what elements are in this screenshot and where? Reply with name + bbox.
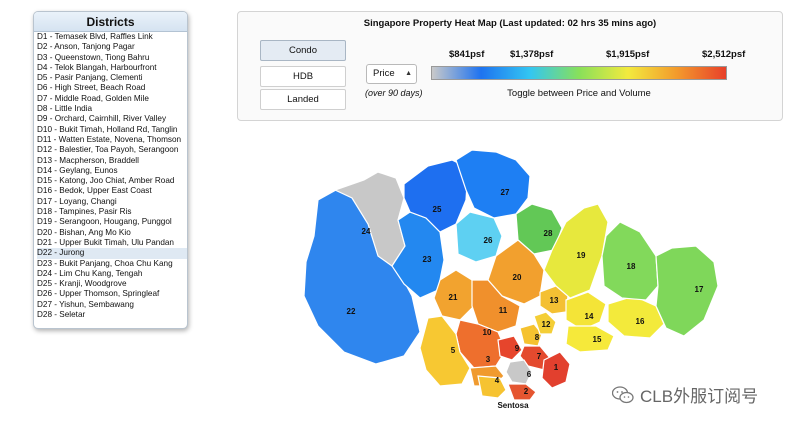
district-list-item[interactable]: D5 - Pasir Panjang, Clementi <box>37 73 143 83</box>
label-12: 12 <box>542 320 551 329</box>
district-21[interactable] <box>433 269 475 321</box>
label-7: 7 <box>537 352 542 361</box>
district-list-item[interactable]: D13 - Macpherson, Braddell <box>37 155 139 165</box>
label-13: 13 <box>550 296 559 305</box>
label-2: 2 <box>524 387 529 396</box>
label-15: 15 <box>593 335 602 344</box>
district-8[interactable] <box>519 323 543 347</box>
heatmap-control-panel: Singapore Property Heat Map (Last update… <box>237 11 783 121</box>
district-list-item[interactable]: D14 - Geylang, Eunos <box>37 165 118 175</box>
label-27: 27 <box>501 188 510 197</box>
label-26: 26 <box>484 236 493 245</box>
watermark-text: CLB外服订阅号 <box>640 387 759 406</box>
district-list-item[interactable]: D19 - Serangoon, Hougang, Punggol <box>37 217 172 227</box>
label-28: 28 <box>544 229 553 238</box>
district-4[interactable] <box>477 375 507 399</box>
district-list-item[interactable]: D10 - Bukit Timah, Holland Rd, Tanglin <box>37 124 178 134</box>
label-24: 24 <box>362 227 371 236</box>
label-10: 10 <box>483 328 492 337</box>
period-label: (over 90 days) <box>365 88 423 98</box>
district-list-item[interactable]: D17 - Loyang, Changi <box>37 196 117 206</box>
district-1[interactable] <box>541 351 571 389</box>
district-list-item[interactable]: D3 - Queenstown, Tiong Bahru <box>37 52 150 62</box>
district-2[interactable] <box>507 383 537 401</box>
panel-title: Singapore Property Heat Map (Last update… <box>363 18 657 29</box>
watermark: CLB外服订阅号 <box>612 382 758 407</box>
metric-select-value: Price <box>373 68 395 79</box>
map-labels: 22 24 23 25 27 26 28 21 20 11 10 5 3 4 9… <box>347 188 704 410</box>
label-25: 25 <box>433 205 442 214</box>
label-17: 17 <box>695 285 704 294</box>
sentosa-label: Sentosa <box>497 401 529 410</box>
districts-panel: Districts D1 - Temasek Blvd, Raffles Lin… <box>33 11 188 329</box>
district-list-item[interactable]: D28 - Seletar <box>37 310 86 320</box>
scale-tick-3: $1,915psf <box>606 49 650 60</box>
toggle-note: Toggle between Price and Volume <box>507 88 651 99</box>
label-4: 4 <box>495 376 500 385</box>
district-list-item[interactable]: D1 - Temasek Blvd, Raffles Link <box>37 32 153 41</box>
label-22: 22 <box>347 307 356 316</box>
label-23: 23 <box>423 255 432 264</box>
label-1: 1 <box>554 363 559 372</box>
district-list: D1 - Temasek Blvd, Raffles Link D2 - Anso… <box>34 32 187 320</box>
district-list-item[interactable]: D24 - Lim Chu Kang, Tengah <box>37 268 143 278</box>
district-list-item[interactable]: D20 - Bishan, Ang Mo Kio <box>37 227 131 237</box>
district-5[interactable] <box>419 315 471 387</box>
label-9: 9 <box>515 344 520 353</box>
district-14[interactable] <box>565 291 607 331</box>
label-5: 5 <box>451 346 456 355</box>
color-scale-bar <box>431 66 727 80</box>
landed-button[interactable]: Landed <box>260 89 346 110</box>
metric-select[interactable]: Price ▲ <box>366 64 417 84</box>
district-list-item[interactable]: D16 - Bedok, Upper East Coast <box>37 186 152 196</box>
district-list-item[interactable]: D8 - Little India <box>37 104 93 114</box>
district-list-item[interactable]: D23 - Bukit Panjang, Choa Chu Kang <box>37 258 173 268</box>
label-18: 18 <box>627 262 636 271</box>
district-list-item[interactable]: D27 - Yishun, Sembawang <box>37 299 134 309</box>
condo-button[interactable]: Condo <box>260 40 346 61</box>
district-list-item[interactable]: D15 - Katong, Joo Chiat, Amber Road <box>37 176 175 186</box>
label-8: 8 <box>535 333 540 342</box>
label-14: 14 <box>585 312 594 321</box>
label-16: 16 <box>636 317 645 326</box>
district-list-item[interactable]: D21 - Upper Bukit Timah, Ulu Pandan <box>37 237 174 247</box>
district-list-item[interactable]: D18 - Tampines, Pasir Ris <box>37 207 132 217</box>
district-list-item[interactable]: D6 - High Street, Beach Road <box>37 83 146 93</box>
district-12[interactable] <box>533 311 557 335</box>
label-21: 21 <box>449 293 458 302</box>
scale-tick-max: $2,512psf <box>702 49 746 60</box>
label-3: 3 <box>486 355 491 364</box>
wechat-icon <box>612 385 634 403</box>
scale-tick-min: $841psf <box>449 49 485 60</box>
district-9[interactable] <box>497 335 523 361</box>
district-list-item[interactable]: D22 - Jurong <box>37 248 187 259</box>
district-list-item[interactable]: D2 - Anson, Tanjong Pagar <box>37 42 135 52</box>
district-list-item[interactable]: D7 - Middle Road, Golden Mile <box>37 93 149 103</box>
label-6: 6 <box>527 370 532 379</box>
district-11[interactable] <box>471 279 521 333</box>
scale-tick-2: $1,378psf <box>510 49 554 60</box>
updown-arrow-icon: ▲ <box>405 70 412 77</box>
district-list-item[interactable]: D26 - Upper Thomson, Springleaf <box>37 289 160 299</box>
district-27[interactable] <box>455 149 531 219</box>
district-18[interactable] <box>601 221 659 301</box>
district-list-item[interactable]: D4 - Telok Blangah, Harbourfront <box>37 62 157 72</box>
district-list-item[interactable]: D25 - Kranji, Woodgrove <box>37 279 127 289</box>
label-11: 11 <box>499 306 508 315</box>
district-26[interactable] <box>455 211 503 263</box>
district-list-item[interactable]: D11 - Watten Estate, Novena, Thomson <box>37 134 182 144</box>
districts-title: Districts <box>34 12 187 32</box>
district-17[interactable] <box>655 245 719 337</box>
district-list-item[interactable]: D9 - Orchard, Cairnhill, River Valley <box>37 114 167 124</box>
label-20: 20 <box>513 273 522 282</box>
label-19: 19 <box>577 251 586 260</box>
hdb-button[interactable]: HDB <box>260 66 346 87</box>
district-list-item[interactable]: D12 - Balestier, Toa Payoh, Serangoon <box>37 145 179 155</box>
district-15[interactable] <box>565 325 615 353</box>
